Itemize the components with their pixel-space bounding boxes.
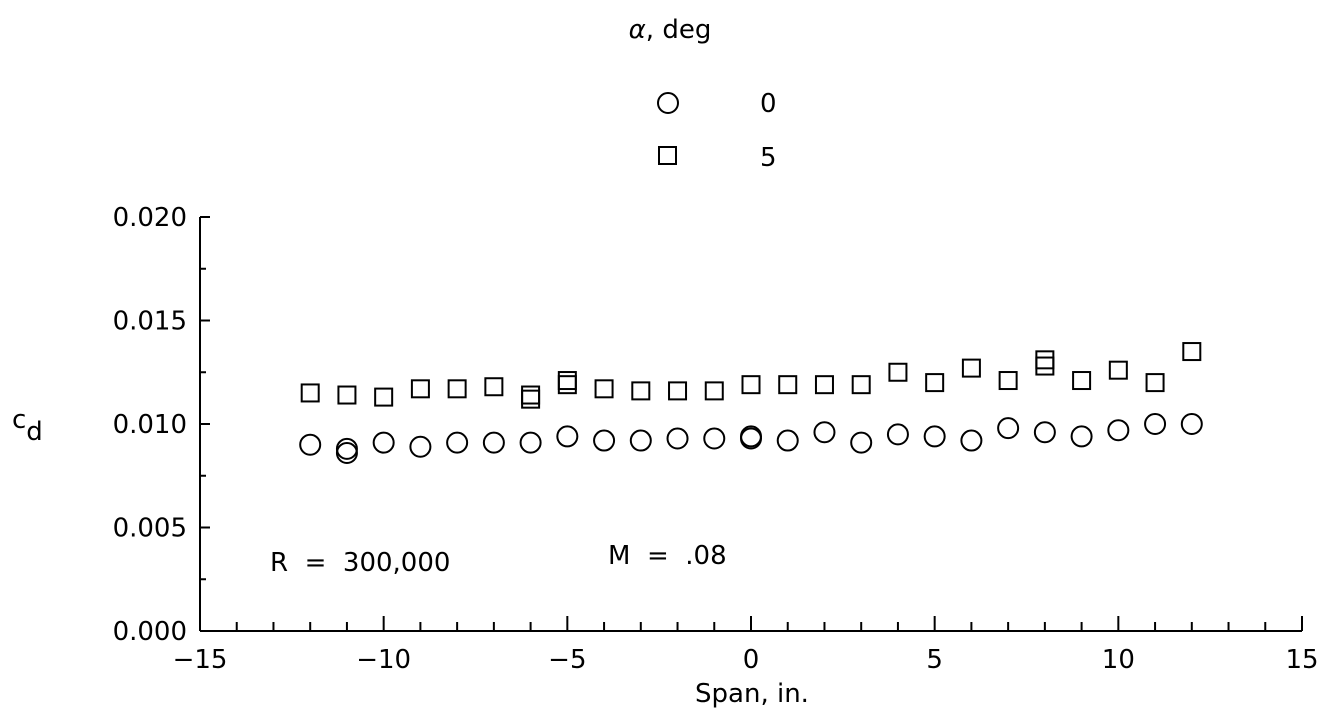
data-point-alpha-0 bbox=[1070, 425, 1093, 448]
data-point-alpha-0 bbox=[446, 431, 469, 454]
legend-title-symbol: α bbox=[629, 15, 646, 45]
data-point-alpha-0 bbox=[960, 429, 983, 452]
data-point-alpha-5 bbox=[1145, 373, 1165, 393]
data-point-alpha-0 bbox=[372, 431, 395, 454]
data-point-alpha-5 bbox=[1108, 360, 1128, 380]
data-point-alpha-5 bbox=[337, 385, 357, 405]
data-point-alpha-0 bbox=[776, 429, 799, 452]
x-ticks bbox=[235, 616, 1303, 631]
data-point-alpha-5 bbox=[447, 379, 467, 399]
data-point-alpha-5 bbox=[374, 387, 394, 407]
legend-square-marker bbox=[658, 146, 677, 165]
series-alpha-5 bbox=[300, 342, 1202, 409]
x-tick-label: −10 bbox=[356, 645, 411, 675]
data-point-alpha-5 bbox=[1072, 371, 1092, 391]
x-tick-label: −15 bbox=[173, 645, 228, 675]
y-ticks bbox=[200, 216, 210, 632]
data-point-alpha-0 bbox=[997, 417, 1020, 440]
legend-title-rest: , deg bbox=[646, 15, 712, 45]
data-point-alpha-5 bbox=[778, 375, 798, 395]
x-tick-label: 0 bbox=[743, 645, 760, 675]
data-point-alpha-0 bbox=[923, 425, 946, 448]
data-point-alpha-0 bbox=[850, 431, 873, 454]
y-axis-label-sub: d bbox=[26, 417, 43, 447]
data-point-alpha-0 bbox=[1144, 413, 1167, 435]
data-point-alpha-5 bbox=[998, 371, 1018, 391]
y-axis-label-main: c bbox=[12, 405, 26, 435]
data-point-alpha-5 bbox=[631, 381, 651, 401]
data-point-alpha-5 bbox=[925, 373, 945, 393]
reynolds-annotation: R = 300,000 bbox=[270, 548, 450, 578]
mach-annotation: M = .08 bbox=[608, 541, 727, 571]
data-point-alpha-5 bbox=[557, 375, 577, 395]
data-point-alpha-0 bbox=[299, 433, 322, 456]
legend-title: α, deg bbox=[629, 15, 712, 45]
data-point-alpha-0 bbox=[335, 441, 358, 464]
data-point-alpha-5 bbox=[741, 375, 761, 395]
legend: α, deg 0 5 bbox=[629, 15, 777, 173]
data-point-alpha-5 bbox=[521, 385, 541, 405]
data-point-alpha-0 bbox=[519, 431, 542, 454]
y-tick-labels: 0.000 0.005 0.010 0.015 0.020 bbox=[113, 203, 187, 647]
x-axis-label: Span, in. bbox=[695, 679, 809, 709]
data-point-alpha-5 bbox=[668, 381, 688, 401]
data-point-alpha-5 bbox=[704, 381, 724, 401]
x-tick-label: 10 bbox=[1102, 645, 1135, 675]
data-point-alpha-0 bbox=[556, 425, 579, 448]
data-point-alpha-0 bbox=[593, 429, 616, 452]
y-tick-label: 0.000 bbox=[113, 617, 187, 647]
data-point-alpha-5 bbox=[300, 383, 320, 403]
x-tick-label: 15 bbox=[1285, 645, 1318, 675]
y-tick-label: 0.010 bbox=[113, 410, 187, 440]
series-alpha-0 bbox=[299, 413, 1203, 464]
data-point-alpha-5 bbox=[1182, 342, 1202, 362]
data-point-alpha-0 bbox=[1180, 413, 1203, 435]
y-tick-label: 0.005 bbox=[113, 514, 187, 544]
data-point-alpha-0 bbox=[740, 425, 762, 448]
y-tick-label: 0.020 bbox=[113, 203, 187, 233]
data-point-alpha-5 bbox=[1035, 356, 1055, 376]
data-point-alpha-0 bbox=[409, 435, 432, 458]
data-point-alpha-5 bbox=[521, 389, 541, 409]
data-point-alpha-5 bbox=[557, 371, 577, 391]
data-point-alpha-5 bbox=[484, 377, 504, 397]
data-point-alpha-5 bbox=[594, 379, 614, 399]
data-point-alpha-0 bbox=[1107, 419, 1130, 442]
y-axis-label: cd bbox=[12, 405, 43, 447]
data-point-alpha-0 bbox=[482, 431, 505, 454]
x-tick-label: 5 bbox=[926, 645, 943, 675]
data-point-alpha-0 bbox=[335, 437, 358, 460]
data-point-alpha-5 bbox=[961, 358, 981, 378]
y-tick-label: 0.015 bbox=[113, 307, 187, 337]
x-tick-labels: −15 −10 −5 0 5 10 15 bbox=[173, 645, 1319, 675]
legend-circle-marker bbox=[657, 92, 679, 114]
x-tick-label: −5 bbox=[548, 645, 586, 675]
data-point-alpha-5 bbox=[814, 375, 834, 395]
data-point-alpha-5 bbox=[1035, 350, 1055, 370]
data-point-alpha-5 bbox=[888, 362, 908, 382]
data-point-alpha-0 bbox=[629, 429, 652, 452]
data-point-alpha-0 bbox=[1033, 421, 1056, 444]
data-point-alpha-5 bbox=[410, 379, 430, 399]
data-point-alpha-0 bbox=[813, 421, 836, 444]
legend-label-5: 5 bbox=[760, 143, 777, 173]
data-point-alpha-0 bbox=[886, 423, 909, 446]
data-point-alpha-5 bbox=[851, 375, 871, 395]
data-point-alpha-0 bbox=[666, 427, 689, 450]
data-point-alpha-0 bbox=[703, 427, 726, 450]
legend-label-0: 0 bbox=[760, 89, 777, 119]
